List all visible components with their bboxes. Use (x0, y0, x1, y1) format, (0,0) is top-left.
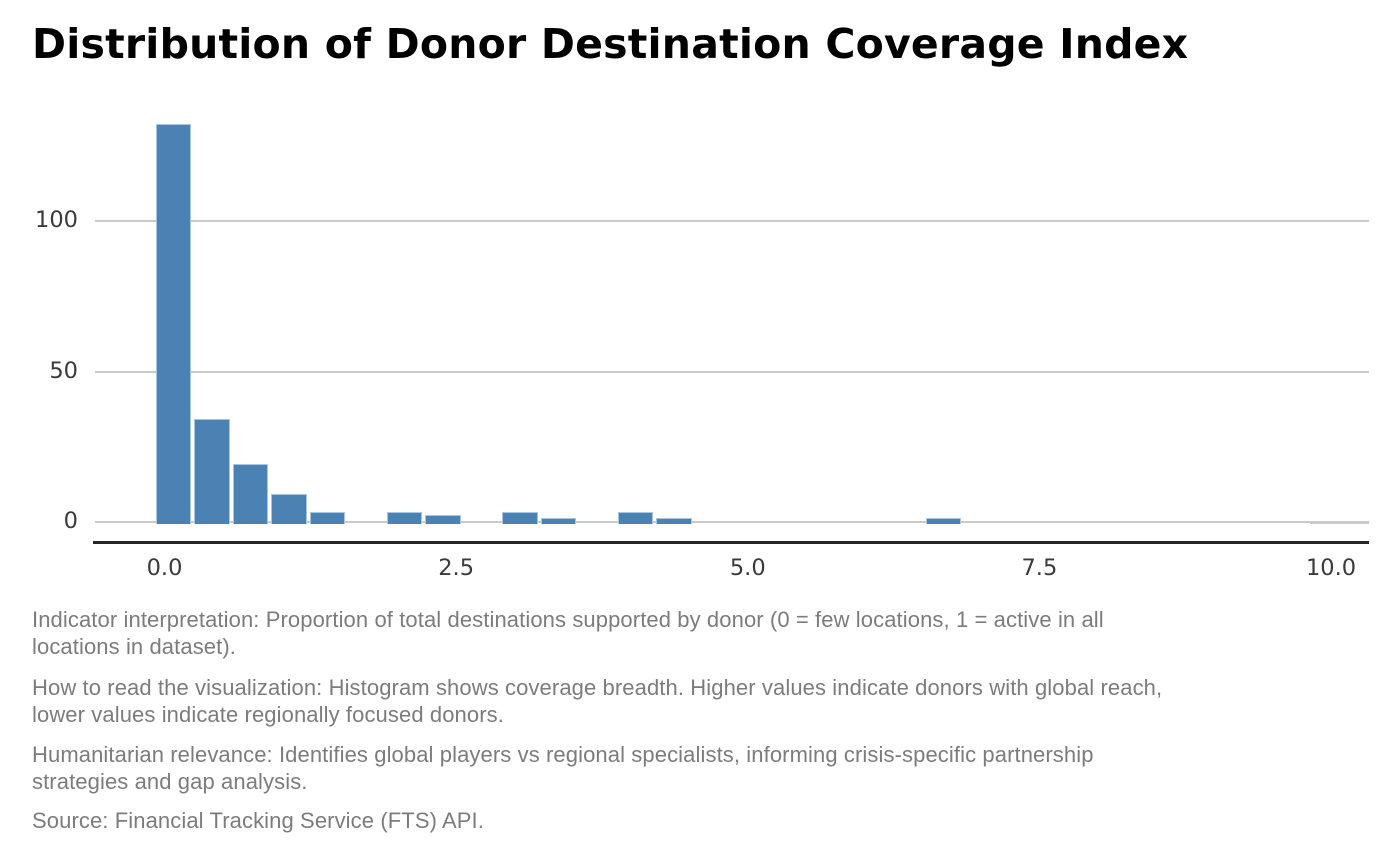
caption-paragraph: How to read the visualization: Histogram… (32, 675, 1162, 728)
x-axis-spine (93, 540, 1369, 544)
histogram-bar (540, 518, 577, 524)
caption-paragraph: Humanitarian relevance: Identifies globa… (32, 742, 1094, 795)
histogram-bar (386, 512, 423, 524)
histogram-bar (271, 494, 307, 524)
histogram-bar (194, 418, 230, 524)
caption-line: Source: Financial Tracking Service (FTS)… (32, 808, 484, 833)
y-tick-label: 50 (49, 357, 78, 384)
x-tick-label: 0.0 (146, 555, 183, 581)
gridline (95, 220, 1369, 223)
caption-line: How to read the visualization: Histogram… (32, 675, 1163, 700)
histogram-bar (425, 515, 461, 524)
caption-paragraph: Indicator interpretation: Proportion of … (32, 607, 1104, 660)
histogram-bar (309, 512, 346, 524)
histogram-bar (502, 512, 538, 524)
histogram-bar (617, 512, 654, 524)
x-tick-label: 7.5 (1021, 555, 1058, 581)
y-tick-label: 100 (35, 207, 78, 234)
histogram-plot-area: 0.0 2.5 5.0 7.5 10.0 0 50 100 (35, 123, 1370, 581)
caption-line: locations in dataset). (32, 633, 236, 659)
histogram-bar (155, 123, 192, 524)
x-tick-label: 10.0 (1305, 555, 1357, 581)
caption-line: lower values indicate regionally focused… (32, 701, 504, 727)
y-tick-label: 0 (63, 508, 78, 535)
histogram-bar (232, 464, 269, 524)
caption-line: strategies and gap analysis. (32, 768, 308, 794)
caption-line: Humanitarian relevance: Identifies globa… (32, 742, 1094, 767)
source-note: Source: Financial Tracking Service (FTS)… (32, 808, 484, 835)
gridline (95, 370, 1369, 373)
caption-line: Indicator interpretation: Proportion of … (32, 607, 1104, 632)
gridline (95, 521, 1369, 524)
histogram-bar (925, 518, 962, 524)
histogram-bar (656, 518, 692, 524)
gray-zero-segment (1310, 520, 1370, 524)
x-tick-label: 2.5 (438, 555, 475, 581)
x-tick-label: 5.0 (729, 555, 766, 581)
chart-title: Distribution of Donor Destination Covera… (32, 20, 1189, 68)
